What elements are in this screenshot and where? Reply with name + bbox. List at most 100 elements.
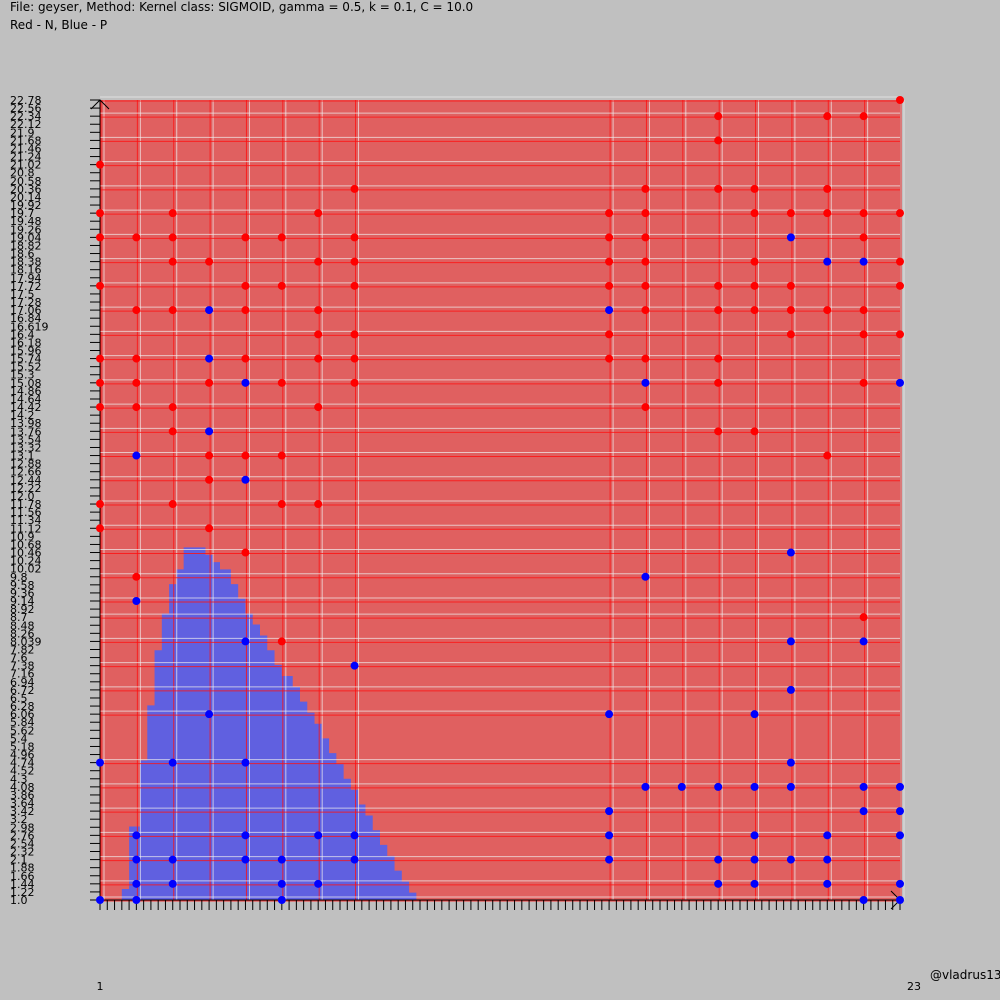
y-tick-label: 16.4 [10, 328, 35, 341]
data-point-n [96, 233, 104, 242]
data-point-n [714, 378, 723, 387]
data-point-p [132, 831, 141, 840]
data-point-n [350, 233, 359, 242]
y-tick-label: 15.3 [10, 369, 35, 382]
data-point-n [132, 378, 141, 387]
y-tick-label: 10.68 [10, 538, 42, 551]
y-tick-label: 1.44 [10, 878, 35, 891]
data-point-p [605, 855, 614, 864]
data-point-n [205, 451, 214, 460]
y-tick-label: 1.88 [10, 862, 35, 875]
y-tick-label: 11.78 [10, 498, 42, 511]
y-tick-label: 4.52 [10, 765, 35, 778]
data-point-n [96, 524, 104, 533]
y-tick-label: 10.02 [10, 563, 42, 576]
data-point-n [96, 209, 104, 218]
data-point-n [896, 257, 904, 266]
data-point-n [786, 281, 795, 290]
data-point-p [823, 879, 832, 888]
data-point-n [786, 306, 795, 315]
y-tick-label: 13.98 [10, 417, 42, 430]
chart-header-line2: Red - N, Blue - P [10, 18, 108, 32]
y-tick-label: 13.32 [10, 441, 42, 454]
y-tick-label: 9.14 [10, 595, 35, 608]
data-point-n [641, 209, 650, 218]
data-point-n [605, 233, 614, 242]
y-tick-label: 1.0 [10, 894, 28, 907]
y-tick-label: 11.34 [10, 514, 42, 527]
y-tick-label: 11.12 [10, 522, 42, 535]
y-tick-label: 1.66 [10, 870, 35, 883]
data-point-n [168, 233, 177, 242]
y-tick-label: 19.92 [10, 199, 42, 212]
y-tick-label: 6.72 [10, 684, 35, 697]
data-point-n [896, 281, 904, 290]
data-point-n [714, 136, 723, 145]
y-tick-label: 21.9 [10, 126, 35, 139]
y-tick-label: 12.66 [10, 466, 42, 479]
data-point-n [786, 209, 795, 218]
data-point-n [314, 209, 323, 218]
data-point-p [205, 354, 214, 363]
y-tick-label: 16.18 [10, 336, 42, 349]
data-point-n [605, 257, 614, 266]
data-point-n [641, 354, 650, 363]
data-point-p [750, 782, 759, 791]
decision-region-layer [100, 100, 900, 900]
data-point-p [132, 896, 141, 904]
data-point-n [823, 112, 832, 121]
data-point-n [823, 184, 832, 193]
y-tick-label: 5.4 [10, 732, 28, 745]
data-point-n [241, 306, 250, 315]
data-point-n [641, 184, 650, 193]
data-point-n [859, 112, 868, 121]
data-point-p [241, 855, 250, 864]
y-tick-label: 1.22 [10, 886, 35, 899]
data-point-n [823, 209, 832, 218]
y-tick-label: 22.12 [10, 118, 42, 131]
y-tick-label: 4.96 [10, 749, 35, 762]
data-point-p [277, 879, 286, 888]
y-tick-label: 19.26 [10, 223, 42, 236]
y-tick-label: 8.7 [10, 611, 28, 624]
y-tick-label: 2.54 [10, 837, 35, 850]
data-point-n [96, 403, 104, 412]
y-tick-label: 6.28 [10, 700, 35, 713]
data-point-n [350, 354, 359, 363]
data-point-n [205, 257, 214, 266]
data-point-n [132, 233, 141, 242]
data-point-n [205, 524, 214, 533]
data-point-n [750, 427, 759, 436]
y-tick-label: 9.8 [10, 571, 28, 584]
y-tick-label: 3.64 [10, 797, 35, 810]
data-point-n [714, 184, 723, 193]
data-point-n [96, 378, 104, 387]
data-point-n [277, 281, 286, 290]
data-point-p [859, 807, 868, 816]
data-point-n [859, 613, 868, 622]
data-point-n [314, 354, 323, 363]
y-tick-label: 20.14 [10, 191, 42, 204]
data-point-n [823, 451, 832, 460]
chart-header-line1: File: geyser, Method: Kernel class: SIGM… [10, 0, 474, 14]
data-point-n [350, 330, 359, 339]
data-point-n [350, 378, 359, 387]
data-point-n [132, 403, 141, 412]
data-point-p [859, 782, 868, 791]
data-point-p [786, 782, 795, 791]
data-point-p [168, 879, 177, 888]
y-tick-label: 12.88 [10, 458, 42, 471]
data-point-n [168, 257, 177, 266]
data-point-n [714, 354, 723, 363]
y-tick-label: 13.1 [10, 450, 35, 463]
x-tick-label: 23 [907, 980, 921, 993]
data-point-n [750, 209, 759, 218]
y-tick-label: 7.6 [10, 652, 28, 665]
data-point-n [241, 281, 250, 290]
y-tick-label: 15.96 [10, 345, 42, 358]
y-tick-label: 22.78 [10, 94, 42, 107]
data-point-n [859, 209, 868, 218]
data-point-n [714, 281, 723, 290]
data-point-n [168, 427, 177, 436]
y-tick-label: 5.62 [10, 724, 35, 737]
